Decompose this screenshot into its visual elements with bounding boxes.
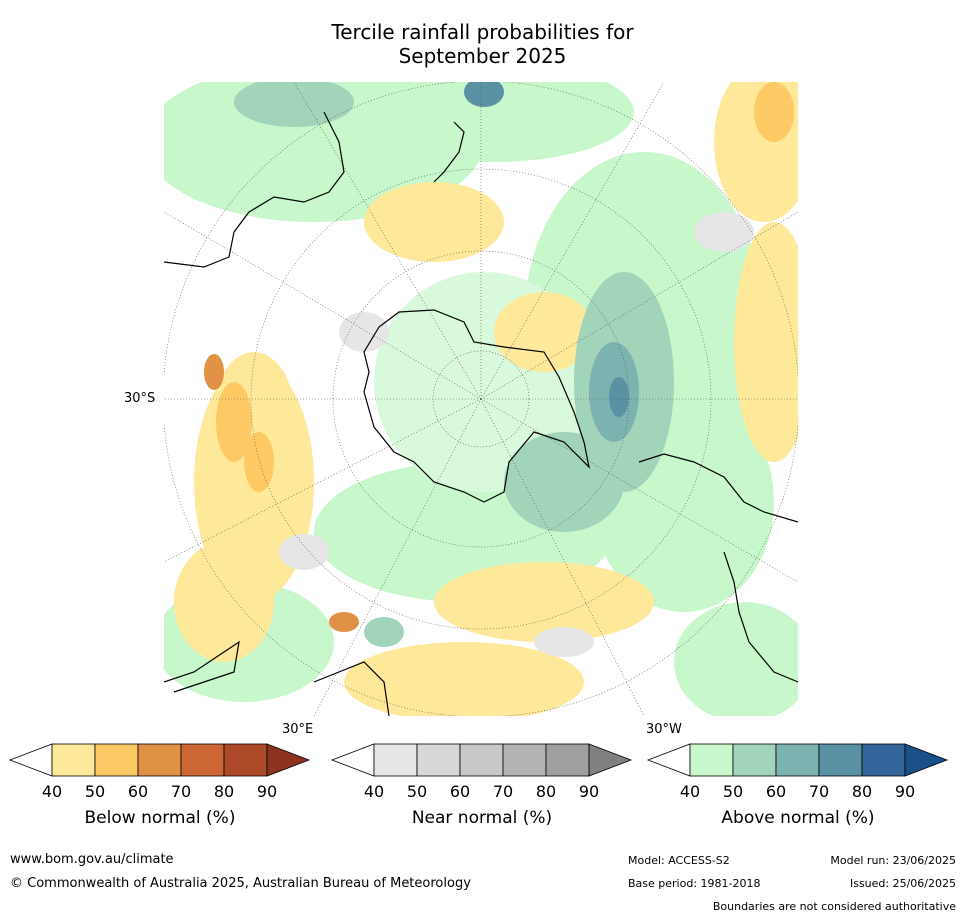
colorbar-tick-label: 60 (449, 782, 471, 801)
colorbar-extend-low (646, 743, 691, 777)
issued-text: Issued: 25/06/2025 (849, 877, 956, 890)
australia-coastline (164, 111, 345, 268)
model-run-text: Model run: 23/06/2025 (830, 854, 956, 867)
chart-title: Tercile rainfall probabilities for Septe… (0, 20, 965, 68)
colorbar-swatch (180, 743, 225, 777)
coastlines (164, 111, 798, 716)
colorbar-tick-label: 70 (492, 782, 514, 801)
colorbar-extend-high (904, 743, 949, 777)
africa-coastline (164, 640, 390, 716)
colorbar-tick-label: 70 (808, 782, 830, 801)
colorbar-tick-label: 60 (765, 782, 787, 801)
colorbar-swatch (94, 743, 139, 777)
colorbar-above-swatches (646, 743, 949, 777)
graticule (164, 82, 798, 716)
colorbar-tick-label: 80 (213, 782, 235, 801)
colorbar-tick-label: 50 (722, 782, 744, 801)
probability-fields (164, 82, 798, 716)
model-text: Model: ACCESS-S2 (628, 854, 730, 867)
colorbar-swatch (545, 743, 590, 777)
colorbar-tick-label: 50 (84, 782, 106, 801)
colorbar-swatch (818, 743, 863, 777)
colorbar-swatch (459, 743, 504, 777)
south-america-coastline (638, 453, 798, 683)
colorbar-extend-high (266, 743, 311, 777)
colorbar-tick-label: 90 (894, 782, 916, 801)
colorbar-tick-label: 80 (851, 782, 873, 801)
colorbar-tick-label: 60 (127, 782, 149, 801)
colorbar-tick-label: 90 (256, 782, 278, 801)
lat-label-30s: 30°S (124, 391, 156, 406)
colorbar-extend-low (330, 743, 375, 777)
colorbar-swatch (137, 743, 182, 777)
colorbar-above-title: Above normal (%) (721, 808, 875, 828)
base-period-text: Base period: 1981-2018 (628, 877, 761, 890)
colorbar-tick-label: 40 (363, 782, 385, 801)
colorbar-tick-label: 90 (578, 782, 600, 801)
colorbar-tick-label: 40 (679, 782, 701, 801)
copyright-text: © Commonwealth of Australia 2025, Austra… (10, 876, 471, 891)
colorbar-tick-label: 50 (406, 782, 428, 801)
colorbar-swatch (51, 743, 96, 777)
website-link[interactable]: www.bom.gov.au/climate (10, 852, 174, 867)
colorbar-below-title: Below normal (%) (84, 808, 236, 828)
lon-label-30e: 30°E (282, 722, 314, 737)
colorbar-tick-label: 40 (41, 782, 63, 801)
title-line-1: Tercile rainfall probabilities for (331, 20, 634, 44)
colorbar-swatch (373, 743, 418, 777)
title-line-2: September 2025 (398, 44, 567, 68)
colorbar-swatch (732, 743, 777, 777)
colorbar-extend-high (588, 743, 633, 777)
disclaimer-text: Boundaries are not considered authoritat… (712, 900, 956, 913)
colorbar-near-title: Near normal (%) (411, 808, 553, 828)
new-zealand-coastline (433, 121, 465, 183)
colorbar-tick-label: 70 (170, 782, 192, 801)
colorbar-swatch (502, 743, 547, 777)
colorbar-tick-label: 80 (535, 782, 557, 801)
colorbar-swatch (223, 743, 268, 777)
colorbar-swatch (689, 743, 734, 777)
lon-label-30w: 30°W (646, 722, 682, 737)
colorbar-near-swatches (330, 743, 633, 777)
colorbar-swatch (775, 743, 820, 777)
colorbar-below-swatches (8, 743, 311, 777)
colorbar-swatch (416, 743, 461, 777)
colorbar-swatch (861, 743, 906, 777)
antarctica-coastline (363, 309, 590, 503)
rainfall-probability-map (164, 82, 798, 716)
colorbar-extend-low (8, 743, 53, 777)
